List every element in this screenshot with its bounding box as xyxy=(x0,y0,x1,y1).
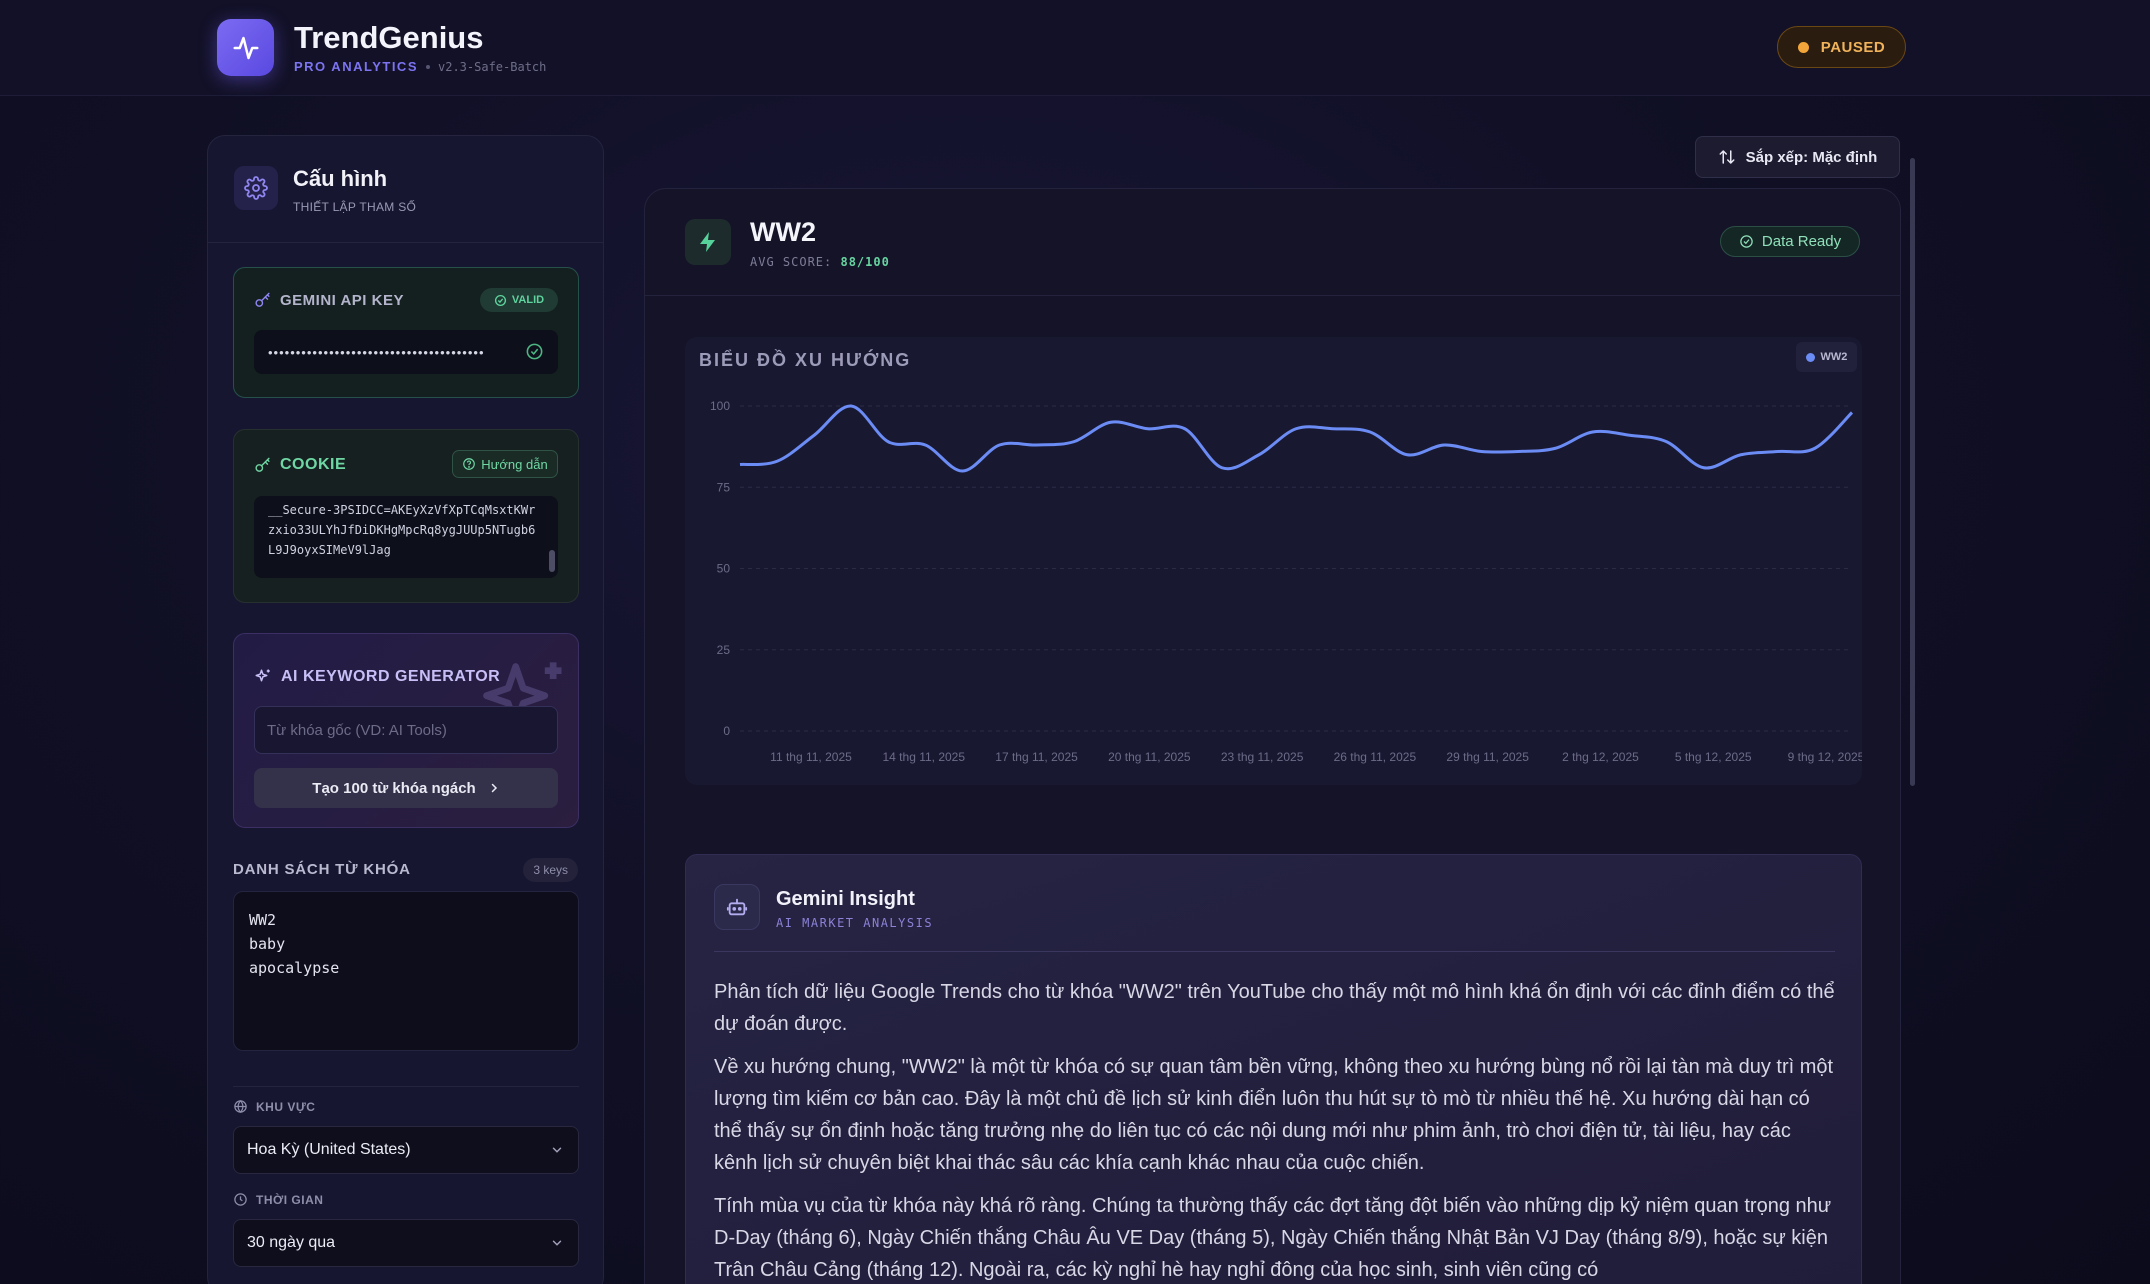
insight-paragraph: Phân tích dữ liệu Google Trends cho từ k… xyxy=(714,981,1835,1035)
ai-generator-label: AI KEYWORD GENERATOR xyxy=(254,668,500,686)
x-tick-label: 14 thg 11, 2025 xyxy=(883,750,966,764)
divider xyxy=(233,1086,579,1087)
y-tick-label: 100 xyxy=(710,399,730,413)
x-tick-label: 9 thg 12, 2025 xyxy=(1788,750,1862,764)
generate-keywords-button[interactable]: Tạo 100 từ khóa ngách xyxy=(254,768,558,808)
check-circle-icon xyxy=(1740,235,1753,248)
api-key-label: GEMINI API KEY xyxy=(254,292,404,309)
legend-label: WW2 xyxy=(1820,351,1848,363)
sidebar-subtitle: THIẾT LẬP THAM SỐ xyxy=(293,200,417,214)
status-dot-icon xyxy=(1797,41,1809,53)
app-version: v2.3-Safe-Batch xyxy=(438,59,547,74)
x-tick-label: 17 thg 11, 2025 xyxy=(995,750,1078,764)
x-tick-label: 20 thg 11, 2025 xyxy=(1108,750,1191,764)
keyword-item: WW2 xyxy=(249,911,277,929)
y-tick-label: 75 xyxy=(717,480,731,494)
keyword-count-badge: 3 keys xyxy=(523,858,578,882)
chevron-right-icon xyxy=(491,783,497,793)
api-key-input[interactable]: ••••••••••••••••••••••••••••••••••••••• xyxy=(254,330,558,374)
y-tick-label: 0 xyxy=(723,724,730,738)
time-range-select[interactable]: 30 ngày qua xyxy=(233,1219,579,1267)
check-circle-icon xyxy=(526,343,543,360)
x-tick-label: 29 thg 11, 2025 xyxy=(1446,750,1529,764)
x-tick-label: 26 thg 11, 2025 xyxy=(1334,750,1417,764)
status-label: PAUSED xyxy=(1820,38,1886,56)
y-tick-label: 25 xyxy=(717,643,731,657)
sort-button[interactable]: Sắp xếp: Mặc định xyxy=(1695,136,1900,178)
help-circle-icon xyxy=(463,458,476,470)
sort-arrows-icon xyxy=(1719,150,1735,164)
key-icon xyxy=(255,457,270,472)
region-label: KHU VỰC xyxy=(233,1099,315,1114)
trend-chart-svg: 0 25 50 75 100 11 thg 11, 2025 14 thg 11, 2025… xyxy=(710,399,1862,764)
config-sidebar: Cấu hình THIẾT LẬP THAM SỐ GEMINI API KE… xyxy=(207,135,604,1284)
time-range-label: THỜI GIAN xyxy=(233,1192,323,1207)
x-tick-label: 11 thg 11, 2025 xyxy=(770,750,852,764)
series-line-ww2[interactable] xyxy=(739,404,1854,473)
globe-icon xyxy=(234,1099,247,1114)
chevron-down-icon xyxy=(552,1240,562,1246)
cookie-label: COOKIE xyxy=(254,456,346,474)
api-key-card: GEMINI API KEY VALID •••••••••••••••••••… xyxy=(233,267,579,398)
x-tick-label: 2 thg 12, 2025 xyxy=(1562,750,1639,764)
insight-body: Phân tích dữ liệu Google Trends cho từ k… xyxy=(714,976,1835,1284)
separator-dot xyxy=(426,64,430,69)
data-ready-badge: Data Ready xyxy=(1720,226,1860,257)
clock-icon xyxy=(234,1193,247,1206)
keyword-item: baby xyxy=(249,935,286,953)
result-card-header: WW2 AVG SCORE: 88/100 Data Ready xyxy=(645,189,1900,296)
app-logo xyxy=(217,19,274,76)
bolt-icon xyxy=(685,219,731,265)
insight-paragraph: Về xu hướng chung, "WW2" là một từ khóa … xyxy=(714,1056,1834,1174)
avg-score-value: 88/100 xyxy=(840,255,890,269)
pulse-icon xyxy=(233,36,258,59)
ai-generator-card: AI KEYWORD GENERATOR Từ khóa gốc (VD: AI… xyxy=(233,633,579,828)
keyword-title: WW2 xyxy=(750,217,816,247)
cookie-guide-button[interactable]: Hướng dẫn xyxy=(452,450,558,478)
app-subtitle: PRO ANALYTICS v2.3-Safe-Batch xyxy=(294,59,546,74)
app-title: TrendGenius xyxy=(294,20,484,55)
keyword-list-label: DANH SÁCH TỪ KHÓA xyxy=(233,861,411,878)
keyword-list-textarea[interactable]: WW2 baby apocalypse xyxy=(233,891,579,1051)
app-tagline: PRO ANALYTICS xyxy=(294,59,418,74)
sidebar-header: Cấu hình THIẾT LẬP THAM SỐ xyxy=(208,136,603,243)
cookie-card: COOKIE Hướng dẫn __Secure-3PSIDCC=AKEyXz… xyxy=(233,429,579,603)
seed-keyword-input[interactable]: Từ khóa gốc (VD: AI Tools) xyxy=(254,706,558,754)
region-select[interactable]: Hoa Kỳ (United States) xyxy=(233,1126,579,1174)
check-circle-icon xyxy=(494,294,506,306)
valid-badge: VALID xyxy=(480,288,558,312)
chart-legend[interactable]: WW2 xyxy=(1796,342,1857,372)
insight-paragraph: Tính mùa vụ của từ khóa này khá rõ ràng.… xyxy=(714,1195,1832,1281)
y-tick-label: 50 xyxy=(717,562,731,576)
main-scrollbar[interactable] xyxy=(1910,158,1915,786)
key-icon xyxy=(255,292,270,307)
robot-icon xyxy=(714,884,760,930)
insight-title: Gemini Insight xyxy=(776,888,915,910)
sidebar-title: Cấu hình xyxy=(293,166,388,191)
app-header: TrendGenius PRO ANALYTICS v2.3-Safe-Batc… xyxy=(0,0,2150,96)
status-badge[interactable]: PAUSED xyxy=(1777,26,1906,68)
x-tick-label: 23 thg 11, 2025 xyxy=(1221,750,1304,764)
chart-title: BIỂU ĐỒ XU HƯỚNG xyxy=(699,350,912,370)
x-tick-label: 5 thg 12, 2025 xyxy=(1675,750,1752,764)
keyword-item: apocalypse xyxy=(249,959,340,977)
chevron-down-icon xyxy=(552,1147,562,1153)
keyword-result-card: WW2 AVG SCORE: 88/100 Data Ready 0 25 50 75… xyxy=(644,188,1901,1284)
cookie-scrollbar[interactable] xyxy=(549,550,555,572)
gear-icon xyxy=(234,166,278,210)
insight-subtitle: AI MARKET ANALYSIS xyxy=(776,916,934,930)
trend-chart: 0 25 50 75 100 11 thg 11, 2025 14 thg 11, 2025… xyxy=(685,337,1862,785)
cookie-textarea[interactable]: __Secure-3PSIDCC=AKEyXzVfXpTCqMsxtKWrzxi… xyxy=(254,496,558,578)
avg-score: AVG SCORE: 88/100 xyxy=(750,255,890,269)
legend-dot-icon xyxy=(1805,352,1815,362)
sparkles-icon xyxy=(255,669,270,682)
gemini-insight-panel: Gemini Insight AI MARKET ANALYSIS Phân t… xyxy=(685,854,1862,1284)
divider xyxy=(714,951,1835,952)
